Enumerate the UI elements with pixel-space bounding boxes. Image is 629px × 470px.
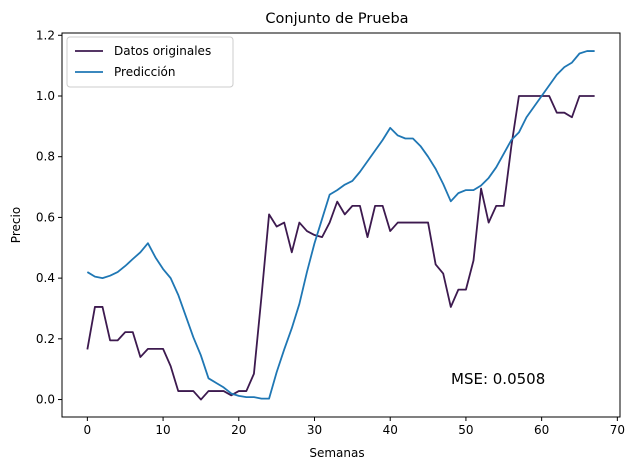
chart-title: Conjunto de Prueba	[265, 11, 408, 27]
x-axis-label: Semanas	[309, 446, 364, 460]
y-tick-label: 1.0	[36, 89, 55, 103]
legend-label-prediccion: Predicción	[114, 65, 176, 79]
series-line-prediccion	[86, 50, 595, 400]
plot-frame	[61, 32, 621, 418]
y-tick-label: 0.2	[36, 332, 55, 346]
plot-area: 0 10 20 30 40 50 60 70 0.0 0.2 0.4 0.6 0.8 1.0 1.2	[36, 28, 625, 437]
y-tick-label: 1.2	[36, 28, 55, 42]
series-line-datos-originales	[86, 95, 595, 401]
x-tick-label: 20	[231, 423, 246, 437]
mse-annotation: MSE: 0.0508	[451, 370, 545, 388]
x-tick-label: 30	[307, 423, 322, 437]
x-tick-label: 10	[155, 423, 170, 437]
y-tick-label: 0.4	[36, 271, 55, 285]
y-tick-label: 0.6	[36, 210, 55, 224]
x-tick-label: 60	[534, 423, 549, 437]
x-tick-label: 50	[458, 423, 473, 437]
legend-box	[66, 36, 234, 88]
y-axis-label: Precio	[9, 207, 23, 243]
legend: Datos originales Predicción	[66, 36, 234, 88]
y-tick-label: 0.0	[36, 393, 55, 407]
x-tick-label: 70	[610, 423, 625, 437]
legend-label-datos-originales: Datos originales	[114, 44, 211, 58]
y-tick-label: 0.8	[36, 150, 55, 164]
x-tick-label: 0	[84, 423, 92, 437]
x-tick-label: 40	[383, 423, 398, 437]
